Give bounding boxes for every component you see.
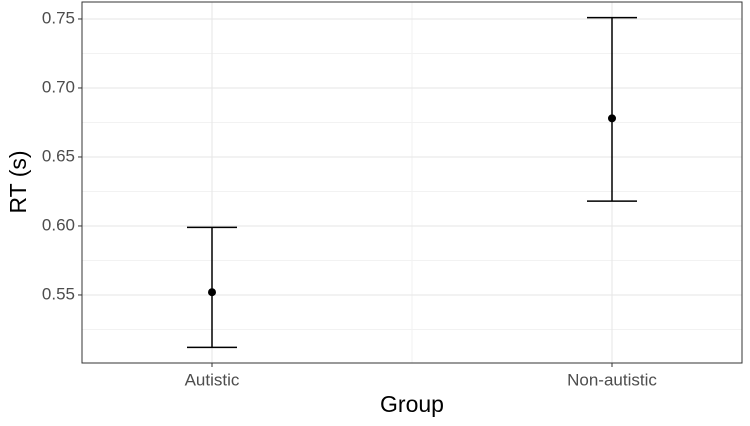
y-tick-label: 0.70 [42,77,75,96]
x-tick-label: Autistic [185,370,240,389]
y-tick-label: 0.75 [42,8,75,27]
y-tick-label: 0.55 [42,284,75,303]
y-axis-title: RT (s) [5,150,31,213]
y-tick-label: 0.60 [42,215,75,234]
point [208,288,216,297]
x-tick-label: Non-autistic [567,370,657,389]
point [608,114,616,123]
y-tick-label: 0.65 [42,146,75,165]
panel-border [81,1,743,364]
x-axis-title: Group [380,391,444,417]
